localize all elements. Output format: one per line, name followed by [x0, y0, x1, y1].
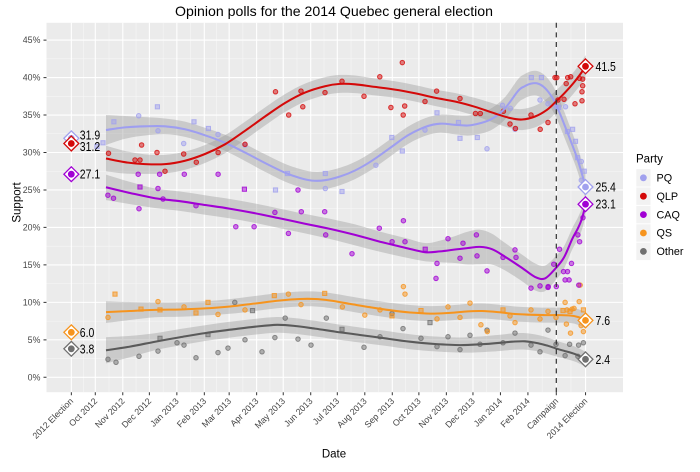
svg-text:2.4: 2.4 [596, 353, 611, 367]
svg-text:25.4: 25.4 [596, 181, 616, 195]
svg-text:7.6: 7.6 [596, 314, 611, 328]
svg-text:40%: 40% [23, 73, 41, 83]
svg-text:25%: 25% [23, 185, 41, 195]
svg-text:27.1: 27.1 [80, 168, 100, 182]
svg-text:3.8: 3.8 [80, 342, 95, 356]
svg-text:35%: 35% [23, 110, 41, 120]
svg-text:31.2: 31.2 [80, 140, 100, 154]
svg-text:Opinion polls for the 2014 Que: Opinion polls for the 2014 Quebec genera… [175, 4, 493, 19]
svg-text:6.0: 6.0 [80, 326, 95, 340]
svg-text:23.1: 23.1 [596, 198, 616, 212]
svg-text:20%: 20% [23, 223, 41, 233]
svg-text:31.9: 31.9 [80, 129, 100, 143]
svg-text:10%: 10% [23, 297, 41, 307]
svg-text:0%: 0% [28, 372, 41, 382]
svg-text:QLP: QLP [657, 191, 679, 203]
svg-text:Other: Other [657, 246, 684, 258]
svg-text:CAQ: CAQ [657, 209, 680, 221]
svg-text:PQ: PQ [657, 173, 673, 185]
svg-text:Party: Party [636, 154, 663, 166]
svg-text:5%: 5% [28, 335, 41, 345]
svg-text:QS: QS [657, 228, 673, 240]
svg-text:Support: Support [11, 182, 23, 223]
svg-text:45%: 45% [23, 35, 41, 45]
svg-text:Date: Date [322, 448, 346, 460]
svg-text:41.5: 41.5 [596, 60, 616, 74]
svg-text:30%: 30% [23, 148, 41, 158]
svg-text:15%: 15% [23, 260, 41, 270]
